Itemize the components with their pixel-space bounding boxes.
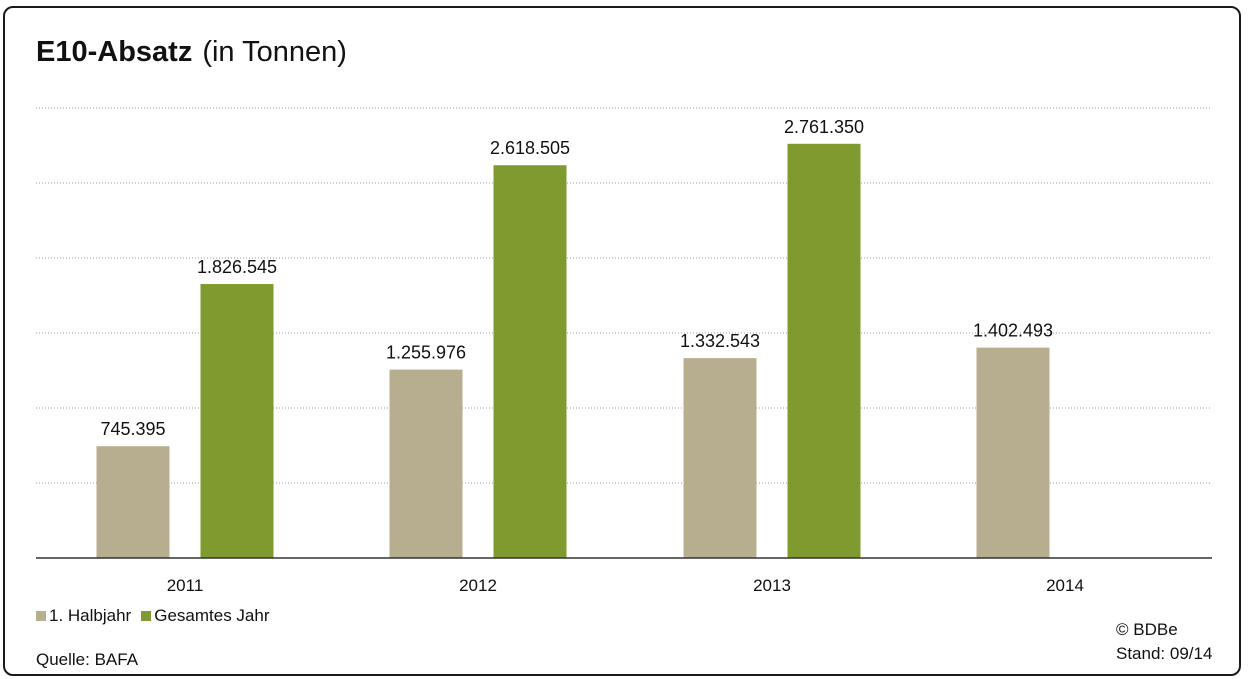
data-label: 1.402.493 <box>973 321 1053 341</box>
bar-2011-series-1 <box>96 446 170 558</box>
data-labels: 745.395 1.255.976 1.332.543 1.402.493 1.826.… <box>100 117 1053 439</box>
x-tick-label: 2014 <box>1046 576 1084 595</box>
bars <box>96 143 1050 559</box>
copyright-note: © BDBe <box>1116 620 1178 639</box>
x-tick-label: 2012 <box>459 576 497 595</box>
legend-item-full-year: Gesamtes Jahr <box>141 606 269 626</box>
x-axis: 2011 2012 2013 2014 <box>36 557 1212 595</box>
chart-title-main: E10-Absatz <box>36 36 193 68</box>
bar-2014-series-1 <box>976 347 1050 558</box>
bar-2013-series-1 <box>683 358 757 558</box>
legend: 1. Halbjahr Gesamtes Jahr <box>36 606 279 626</box>
chart-title: E10-Absatz (in Tonnen) <box>36 36 347 69</box>
bar-2012-series-1 <box>389 369 463 558</box>
data-label: 2.761.350 <box>784 117 864 137</box>
date-note: Stand: 09/14 <box>1116 644 1213 663</box>
legend-item-first-half: 1. Halbjahr <box>36 606 131 626</box>
source-note: Quelle: BAFA <box>36 650 139 669</box>
legend-swatch-full-year <box>141 611 152 621</box>
bar-2011-series-2 <box>200 284 274 558</box>
legend-swatch-first-half <box>36 611 46 621</box>
bar-2013-series-2 <box>787 143 861 559</box>
data-label: 1.255.976 <box>386 343 466 363</box>
data-label: 1.826.545 <box>197 257 277 277</box>
data-label: 1.332.543 <box>680 331 760 351</box>
bar-2012-series-2 <box>493 165 567 558</box>
data-label: 2.618.505 <box>490 138 570 158</box>
legend-label-first-half: 1. Halbjahr <box>49 606 132 625</box>
legend-label-full-year: Gesamtes Jahr <box>154 606 270 625</box>
chart-title-unit: (in Tonnen) <box>202 36 347 68</box>
data-label: 745.395 <box>100 419 165 439</box>
x-tick-label: 2011 <box>167 576 204 595</box>
x-tick-label: 2013 <box>753 576 791 595</box>
